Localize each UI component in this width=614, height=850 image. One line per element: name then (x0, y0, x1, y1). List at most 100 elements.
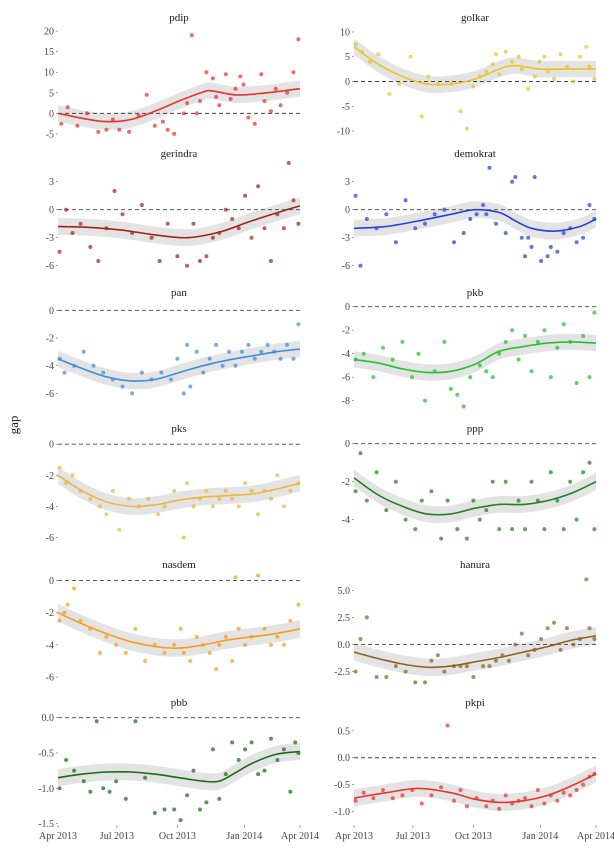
data-point (62, 370, 67, 375)
y-tick-label: -4 (46, 361, 54, 372)
data-point (510, 59, 515, 64)
x-tick-label: Apr 2013 (39, 831, 77, 842)
data-point (198, 99, 202, 103)
panel-gerindra: gerindra -6 -3 0 3 (46, 148, 301, 272)
y-tick-label: -1.0 (38, 784, 54, 795)
data-point (484, 804, 489, 809)
data-point (532, 175, 537, 179)
data-point (510, 179, 515, 184)
confidence-band (58, 743, 300, 791)
data-point (429, 489, 434, 494)
data-point (387, 91, 392, 96)
y-tick-label: -3 (342, 233, 350, 244)
data-point (423, 680, 427, 685)
data-point (185, 481, 190, 486)
data-point (574, 788, 579, 792)
data-point (123, 796, 128, 801)
data-point (497, 806, 502, 811)
data-point (487, 165, 492, 170)
data-point (484, 508, 489, 513)
data-point (188, 384, 193, 389)
data-point (207, 650, 212, 655)
data-point (545, 69, 550, 74)
y-tick-label: -6 (46, 261, 54, 272)
data-point (513, 642, 518, 647)
data-point (65, 602, 70, 607)
smooth-line (353, 635, 597, 669)
y-tick-label: 0.5 (338, 726, 351, 737)
panel-pks: pks -6 -4 -2 0 (46, 423, 301, 544)
data-point (223, 72, 228, 77)
data-point (353, 193, 358, 198)
data-point (358, 263, 363, 268)
data-point (288, 789, 293, 794)
data-point (542, 54, 547, 59)
data-point (291, 70, 296, 75)
panel-pdip: pdip -5 0 5 10 15 20 (44, 12, 301, 140)
data-point (565, 626, 569, 631)
data-point (110, 117, 115, 122)
data-point (448, 386, 453, 391)
data-point (233, 86, 238, 91)
data-point (181, 391, 186, 396)
data-point (194, 634, 199, 639)
y-tick-label: -6 (46, 533, 54, 544)
y-tick-label: -4 (342, 349, 350, 360)
y-tick-label: 0 (345, 77, 350, 88)
data-point (497, 527, 502, 532)
y-tick-label: -6 (46, 389, 54, 400)
data-point (296, 37, 301, 42)
data-point (81, 779, 86, 784)
data-point (561, 231, 566, 235)
y-tick-label: -2 (46, 471, 54, 482)
data-point (210, 76, 215, 81)
data-point (413, 527, 418, 532)
data-point (571, 642, 576, 647)
data-point (419, 114, 424, 119)
y-tick-label: 0 (49, 306, 54, 317)
data-point (468, 217, 473, 221)
data-point (581, 334, 586, 338)
data-point (510, 328, 515, 333)
data-point (259, 349, 264, 354)
data-point (236, 758, 241, 762)
data-point (455, 527, 460, 532)
y-tick-label: -1.5 (38, 819, 54, 830)
data-point (275, 758, 280, 762)
y-tick-label: 5 (345, 52, 350, 63)
data-point (581, 235, 586, 240)
y-tick-label: 0.0 (338, 753, 351, 764)
data-point (97, 650, 102, 655)
data-point (361, 790, 366, 795)
data-point (172, 807, 177, 812)
data-point (143, 659, 148, 663)
data-point (185, 793, 190, 798)
data-point (252, 356, 257, 361)
confidence-band (354, 333, 596, 381)
data-point (497, 351, 502, 356)
data-point (484, 69, 489, 74)
y-tick-label: 3 (49, 177, 54, 188)
data-point (561, 322, 566, 327)
data-point (223, 207, 228, 212)
data-point (269, 259, 273, 263)
data-point (189, 33, 194, 38)
data-point (403, 517, 408, 522)
confidence-band (354, 765, 596, 811)
data-point (236, 226, 241, 231)
data-point (269, 642, 273, 647)
data-point (529, 479, 534, 484)
data-point (233, 363, 238, 368)
data-point (178, 626, 183, 631)
data-point (293, 740, 298, 745)
data-point (393, 240, 398, 245)
y-tick-label: 20 (44, 27, 54, 38)
y-tick-label: 15 (44, 47, 54, 58)
data-point (494, 221, 498, 226)
data-point (285, 90, 290, 95)
data-point (181, 650, 186, 655)
y-tick-label: 0 (49, 109, 54, 120)
data-point (262, 226, 267, 231)
data-point (249, 488, 254, 493)
data-point (429, 793, 434, 798)
